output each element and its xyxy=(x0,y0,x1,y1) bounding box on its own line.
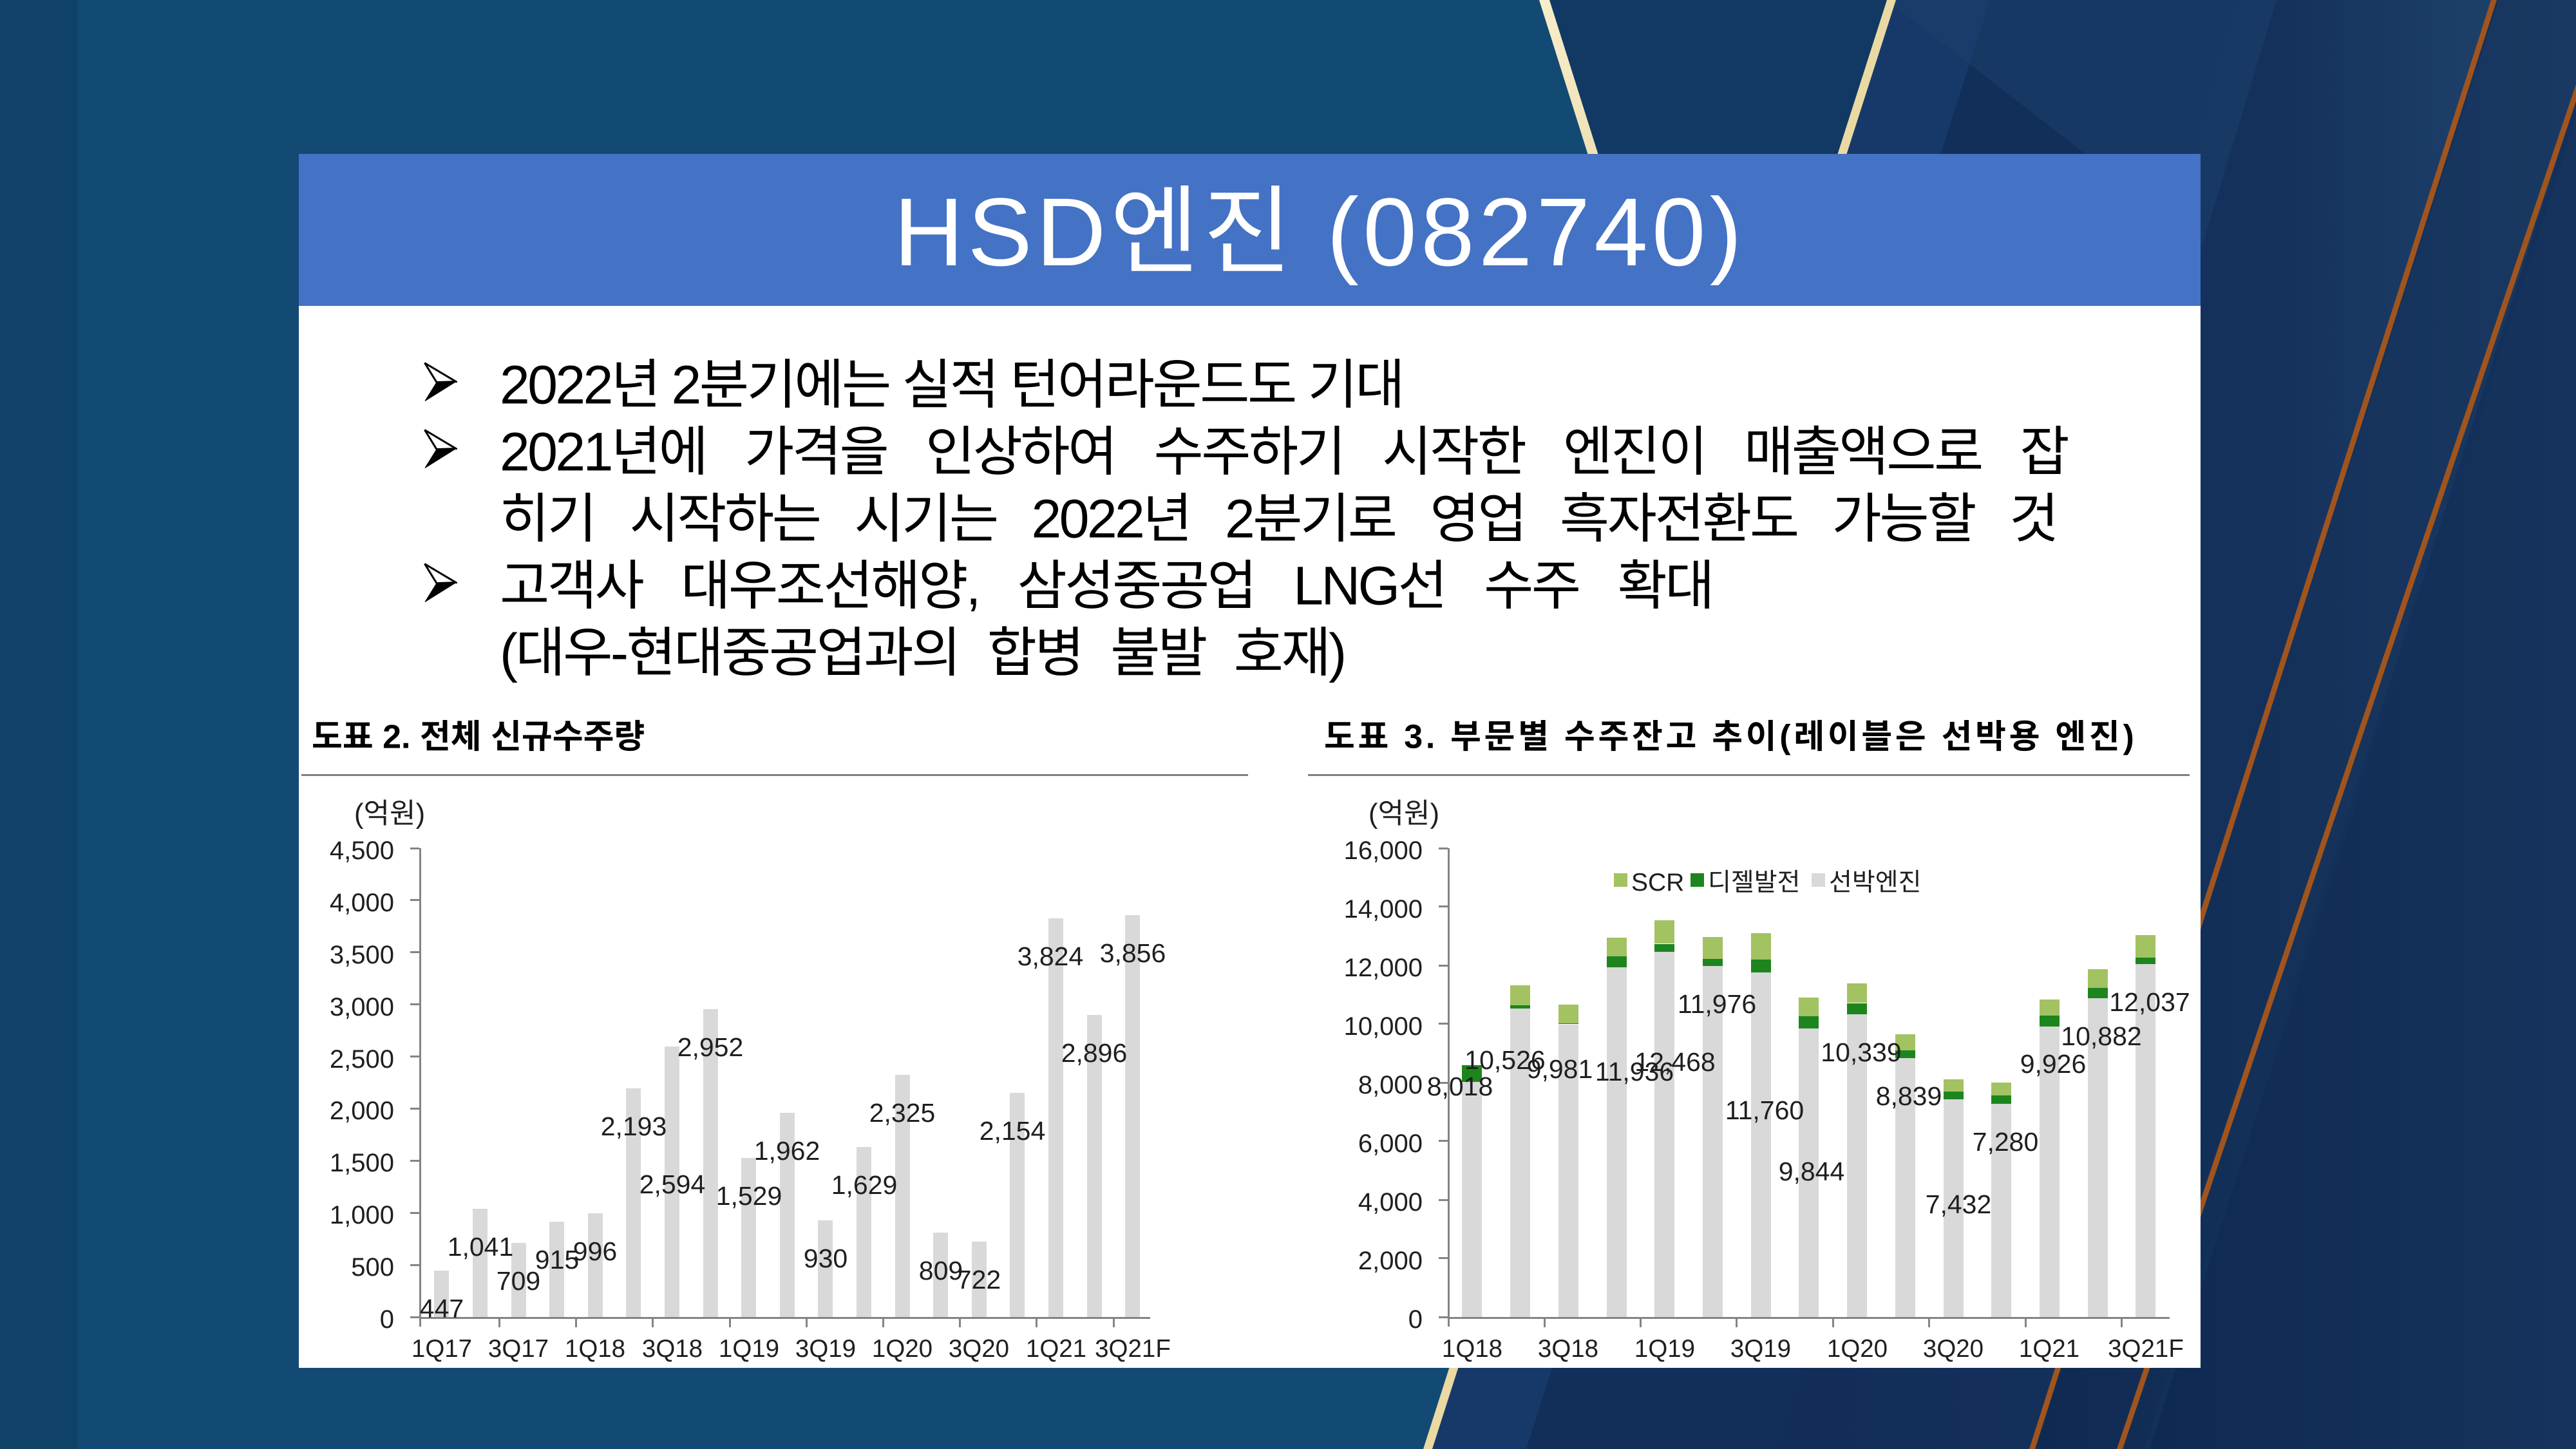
svg-text:2,000: 2,000 xyxy=(1358,1240,1423,1277)
svg-text:선박엔진: 선박엔진 xyxy=(1829,862,1922,898)
svg-text:3Q20: 3Q20 xyxy=(1923,1329,1984,1365)
svg-text:3Q18: 3Q18 xyxy=(642,1329,703,1365)
svg-text:1Q19: 1Q19 xyxy=(719,1329,779,1365)
svg-text:996: 996 xyxy=(573,1229,617,1268)
svg-text:9,926: 9,926 xyxy=(2020,1042,2087,1081)
svg-text:2,594: 2,594 xyxy=(639,1162,706,1201)
svg-text:14,000: 14,000 xyxy=(1344,888,1423,925)
svg-text:709: 709 xyxy=(497,1259,540,1298)
svg-text:10,000: 10,000 xyxy=(1344,1005,1423,1043)
svg-text:1,500: 1,500 xyxy=(330,1142,394,1179)
svg-text:도표 2. 전체 신규수주량: 도표 2. 전체 신규수주량 xyxy=(312,710,645,758)
svg-text:10,526: 10,526 xyxy=(1464,1038,1545,1077)
svg-text:3Q20: 3Q20 xyxy=(949,1329,1009,1365)
svg-text:16,000: 16,000 xyxy=(1344,829,1423,867)
svg-text:2,000: 2,000 xyxy=(330,1090,394,1127)
svg-text:2,325: 2,325 xyxy=(869,1091,936,1130)
svg-text:3Q17: 3Q17 xyxy=(488,1329,549,1365)
svg-text:3,000: 3,000 xyxy=(330,986,394,1023)
svg-text:SCR: SCR xyxy=(1631,862,1684,898)
svg-text:12,000: 12,000 xyxy=(1344,947,1423,984)
svg-text:1,962: 1,962 xyxy=(754,1129,820,1168)
svg-text:7,432: 7,432 xyxy=(1926,1182,1992,1221)
svg-text:2,154: 2,154 xyxy=(980,1109,1046,1148)
svg-text:2,500: 2,500 xyxy=(330,1038,394,1075)
svg-text:3Q19: 3Q19 xyxy=(795,1329,856,1365)
svg-text:500: 500 xyxy=(351,1246,394,1283)
svg-text:1Q18: 1Q18 xyxy=(565,1329,625,1365)
svg-text:9,844: 9,844 xyxy=(1779,1150,1845,1188)
svg-text:930: 930 xyxy=(804,1236,848,1275)
svg-text:1Q19: 1Q19 xyxy=(1634,1329,1695,1365)
svg-text:0: 0 xyxy=(1408,1298,1423,1336)
svg-text:447: 447 xyxy=(420,1287,464,1325)
svg-text:11,760: 11,760 xyxy=(1725,1088,1804,1127)
svg-text:1,000: 1,000 xyxy=(330,1194,394,1231)
svg-text:4,000: 4,000 xyxy=(330,882,394,919)
svg-text:1,041: 1,041 xyxy=(448,1225,514,1264)
svg-text:3Q18: 3Q18 xyxy=(1538,1329,1598,1365)
svg-text:1Q21: 1Q21 xyxy=(1026,1329,1086,1365)
svg-text:2,193: 2,193 xyxy=(601,1104,667,1143)
svg-text:(억원): (억원) xyxy=(354,790,425,831)
svg-text:1Q20: 1Q20 xyxy=(1827,1329,1888,1365)
svg-text:915: 915 xyxy=(535,1238,579,1276)
svg-text:3Q19: 3Q19 xyxy=(1730,1329,1791,1365)
svg-text:디젤발전: 디젤발전 xyxy=(1708,862,1801,898)
svg-text:1Q17: 1Q17 xyxy=(412,1329,472,1365)
svg-text:2,952: 2,952 xyxy=(677,1025,744,1064)
svg-text:(억원): (억원) xyxy=(1368,790,1439,831)
svg-text:2,896: 2,896 xyxy=(1061,1031,1128,1070)
svg-text:12,037: 12,037 xyxy=(2109,980,2190,1019)
svg-text:3Q21F: 3Q21F xyxy=(1095,1329,1171,1365)
svg-text:7,280: 7,280 xyxy=(1973,1120,2039,1159)
svg-text:4,500: 4,500 xyxy=(330,829,394,867)
svg-text:12,468: 12,468 xyxy=(1634,1040,1715,1079)
svg-text:3Q21F: 3Q21F xyxy=(2108,1329,2184,1365)
svg-text:10,339: 10,339 xyxy=(1821,1030,1901,1069)
svg-text:1,629: 1,629 xyxy=(831,1163,898,1202)
svg-text:1Q20: 1Q20 xyxy=(872,1329,933,1365)
svg-text:809: 809 xyxy=(919,1249,963,1287)
svg-text:8,000: 8,000 xyxy=(1358,1064,1423,1101)
svg-text:9,981: 9,981 xyxy=(1527,1047,1593,1086)
svg-text:3,824: 3,824 xyxy=(1018,934,1084,973)
svg-text:도표 3. 부문별 수주잔고 추이(레이블은 선박용 엔진): 도표 3. 부문별 수주잔고 추이(레이블은 선박용 엔진) xyxy=(1324,710,2137,758)
svg-text:4,000: 4,000 xyxy=(1358,1181,1423,1218)
svg-text:1Q21: 1Q21 xyxy=(2019,1329,2079,1365)
svg-text:8,018: 8,018 xyxy=(1427,1065,1493,1103)
svg-text:1,529: 1,529 xyxy=(716,1174,782,1213)
svg-text:722: 722 xyxy=(957,1258,1001,1296)
svg-text:8,839: 8,839 xyxy=(1876,1074,1942,1113)
svg-text:6,000: 6,000 xyxy=(1358,1122,1423,1160)
svg-text:11,936: 11,936 xyxy=(1595,1050,1674,1088)
svg-text:0: 0 xyxy=(380,1298,394,1336)
svg-text:11,976: 11,976 xyxy=(1678,982,1756,1021)
svg-text:10,882: 10,882 xyxy=(2061,1014,2141,1053)
svg-text:1Q18: 1Q18 xyxy=(1442,1329,1502,1365)
svg-text:3,500: 3,500 xyxy=(330,934,394,971)
svg-text:3,856: 3,856 xyxy=(1100,931,1166,970)
